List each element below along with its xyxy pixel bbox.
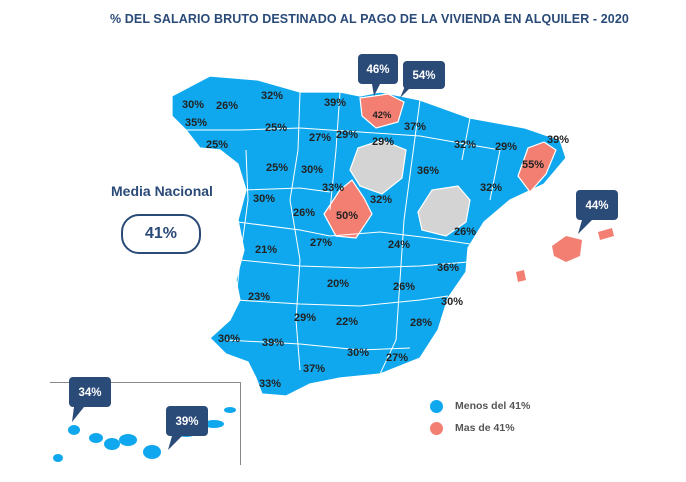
legend-item-above: Mas de 41% [430, 417, 530, 439]
province-value: 32% [454, 139, 476, 151]
province-value: 25% [206, 139, 228, 151]
province-value: 37% [303, 363, 325, 375]
province-no-data-east [417, 185, 471, 237]
province-value: 32% [370, 194, 392, 206]
province-value: 39% [262, 337, 284, 349]
province-value: 32% [261, 90, 283, 102]
province-value: 30% [182, 99, 204, 111]
region-barcelona [517, 141, 557, 193]
province-value: 30% [347, 347, 369, 359]
province-value: 27% [310, 237, 332, 249]
province-value: 29% [294, 312, 316, 324]
province-value: 25% [266, 162, 288, 174]
province-value: 28% [410, 317, 432, 329]
province-no-data-north [349, 139, 407, 195]
province-value: 30% [253, 193, 275, 205]
svg-text:54%: 54% [412, 70, 435, 82]
province-value: 20% [327, 278, 349, 290]
province-value: 33% [259, 378, 281, 390]
svg-text:39%: 39% [175, 416, 198, 428]
province-value: 55% [522, 159, 544, 171]
province-value: 24% [388, 239, 410, 251]
province-value: 27% [386, 352, 408, 364]
svg-text:34%: 34% [78, 387, 101, 399]
province-value: 23% [248, 291, 270, 303]
balearic-menorca [598, 228, 614, 240]
province-value: 22% [336, 316, 358, 328]
media-nacional-label: Media Nacional [111, 183, 213, 199]
callout-canarias-east: 39% [166, 406, 208, 450]
province-value: 39% [324, 97, 346, 109]
callout-pais-vasco-2: 54% [400, 61, 445, 98]
svg-text:46%: 46% [366, 64, 389, 76]
province-value: 26% [216, 100, 238, 112]
region-madrid [323, 179, 373, 239]
callout-pais-vasco-1: 46% [358, 54, 398, 96]
svg-text:44%: 44% [585, 200, 608, 212]
region-pais-vasco [359, 93, 405, 129]
province-value: 30% [301, 164, 323, 176]
province-value: 42% [372, 110, 392, 121]
province-value: 26% [293, 207, 315, 219]
balearic-ibiza [516, 270, 526, 282]
province-value: 29% [495, 141, 517, 153]
canary-islands [53, 407, 236, 462]
province-value: 36% [437, 262, 459, 274]
legend-label-above: Mas de 41% [455, 422, 515, 434]
callout-canarias-west: 34% [69, 377, 111, 422]
canary-islands-frame [50, 382, 241, 465]
legend-dot-below [430, 399, 443, 413]
province-value: 35% [185, 117, 207, 129]
province-value: 37% [404, 121, 426, 133]
media-nacional-value: 41% [121, 214, 201, 254]
province-value: 25% [265, 122, 287, 134]
province-value: 30% [218, 333, 240, 345]
province-value: 27% [309, 132, 331, 144]
province-value: 26% [393, 281, 415, 293]
province-value: 30% [441, 296, 463, 308]
province-value: 26% [454, 226, 476, 238]
province-value: 33% [322, 182, 344, 194]
balearic-mallorca [552, 236, 582, 262]
province-value: 29% [372, 136, 394, 148]
legend: Menos del 41% Mas de 41% [430, 395, 530, 439]
province-value: 50% [336, 210, 358, 222]
callout-baleares: 44% [576, 190, 618, 234]
province-value: 32% [480, 182, 502, 194]
province-value: 36% [417, 165, 439, 177]
province-value: 21% [255, 244, 277, 256]
legend-dot-above [430, 421, 443, 435]
legend-item-below: Menos del 41% [430, 395, 530, 417]
legend-label-below: Menos del 41% [455, 400, 531, 412]
map-title: % DEL SALARIO BRUTO DESTINADO AL PAGO DE… [110, 12, 629, 26]
province-value: 39% [547, 134, 569, 146]
province-value: 29% [336, 129, 358, 141]
province-borders [186, 91, 501, 375]
